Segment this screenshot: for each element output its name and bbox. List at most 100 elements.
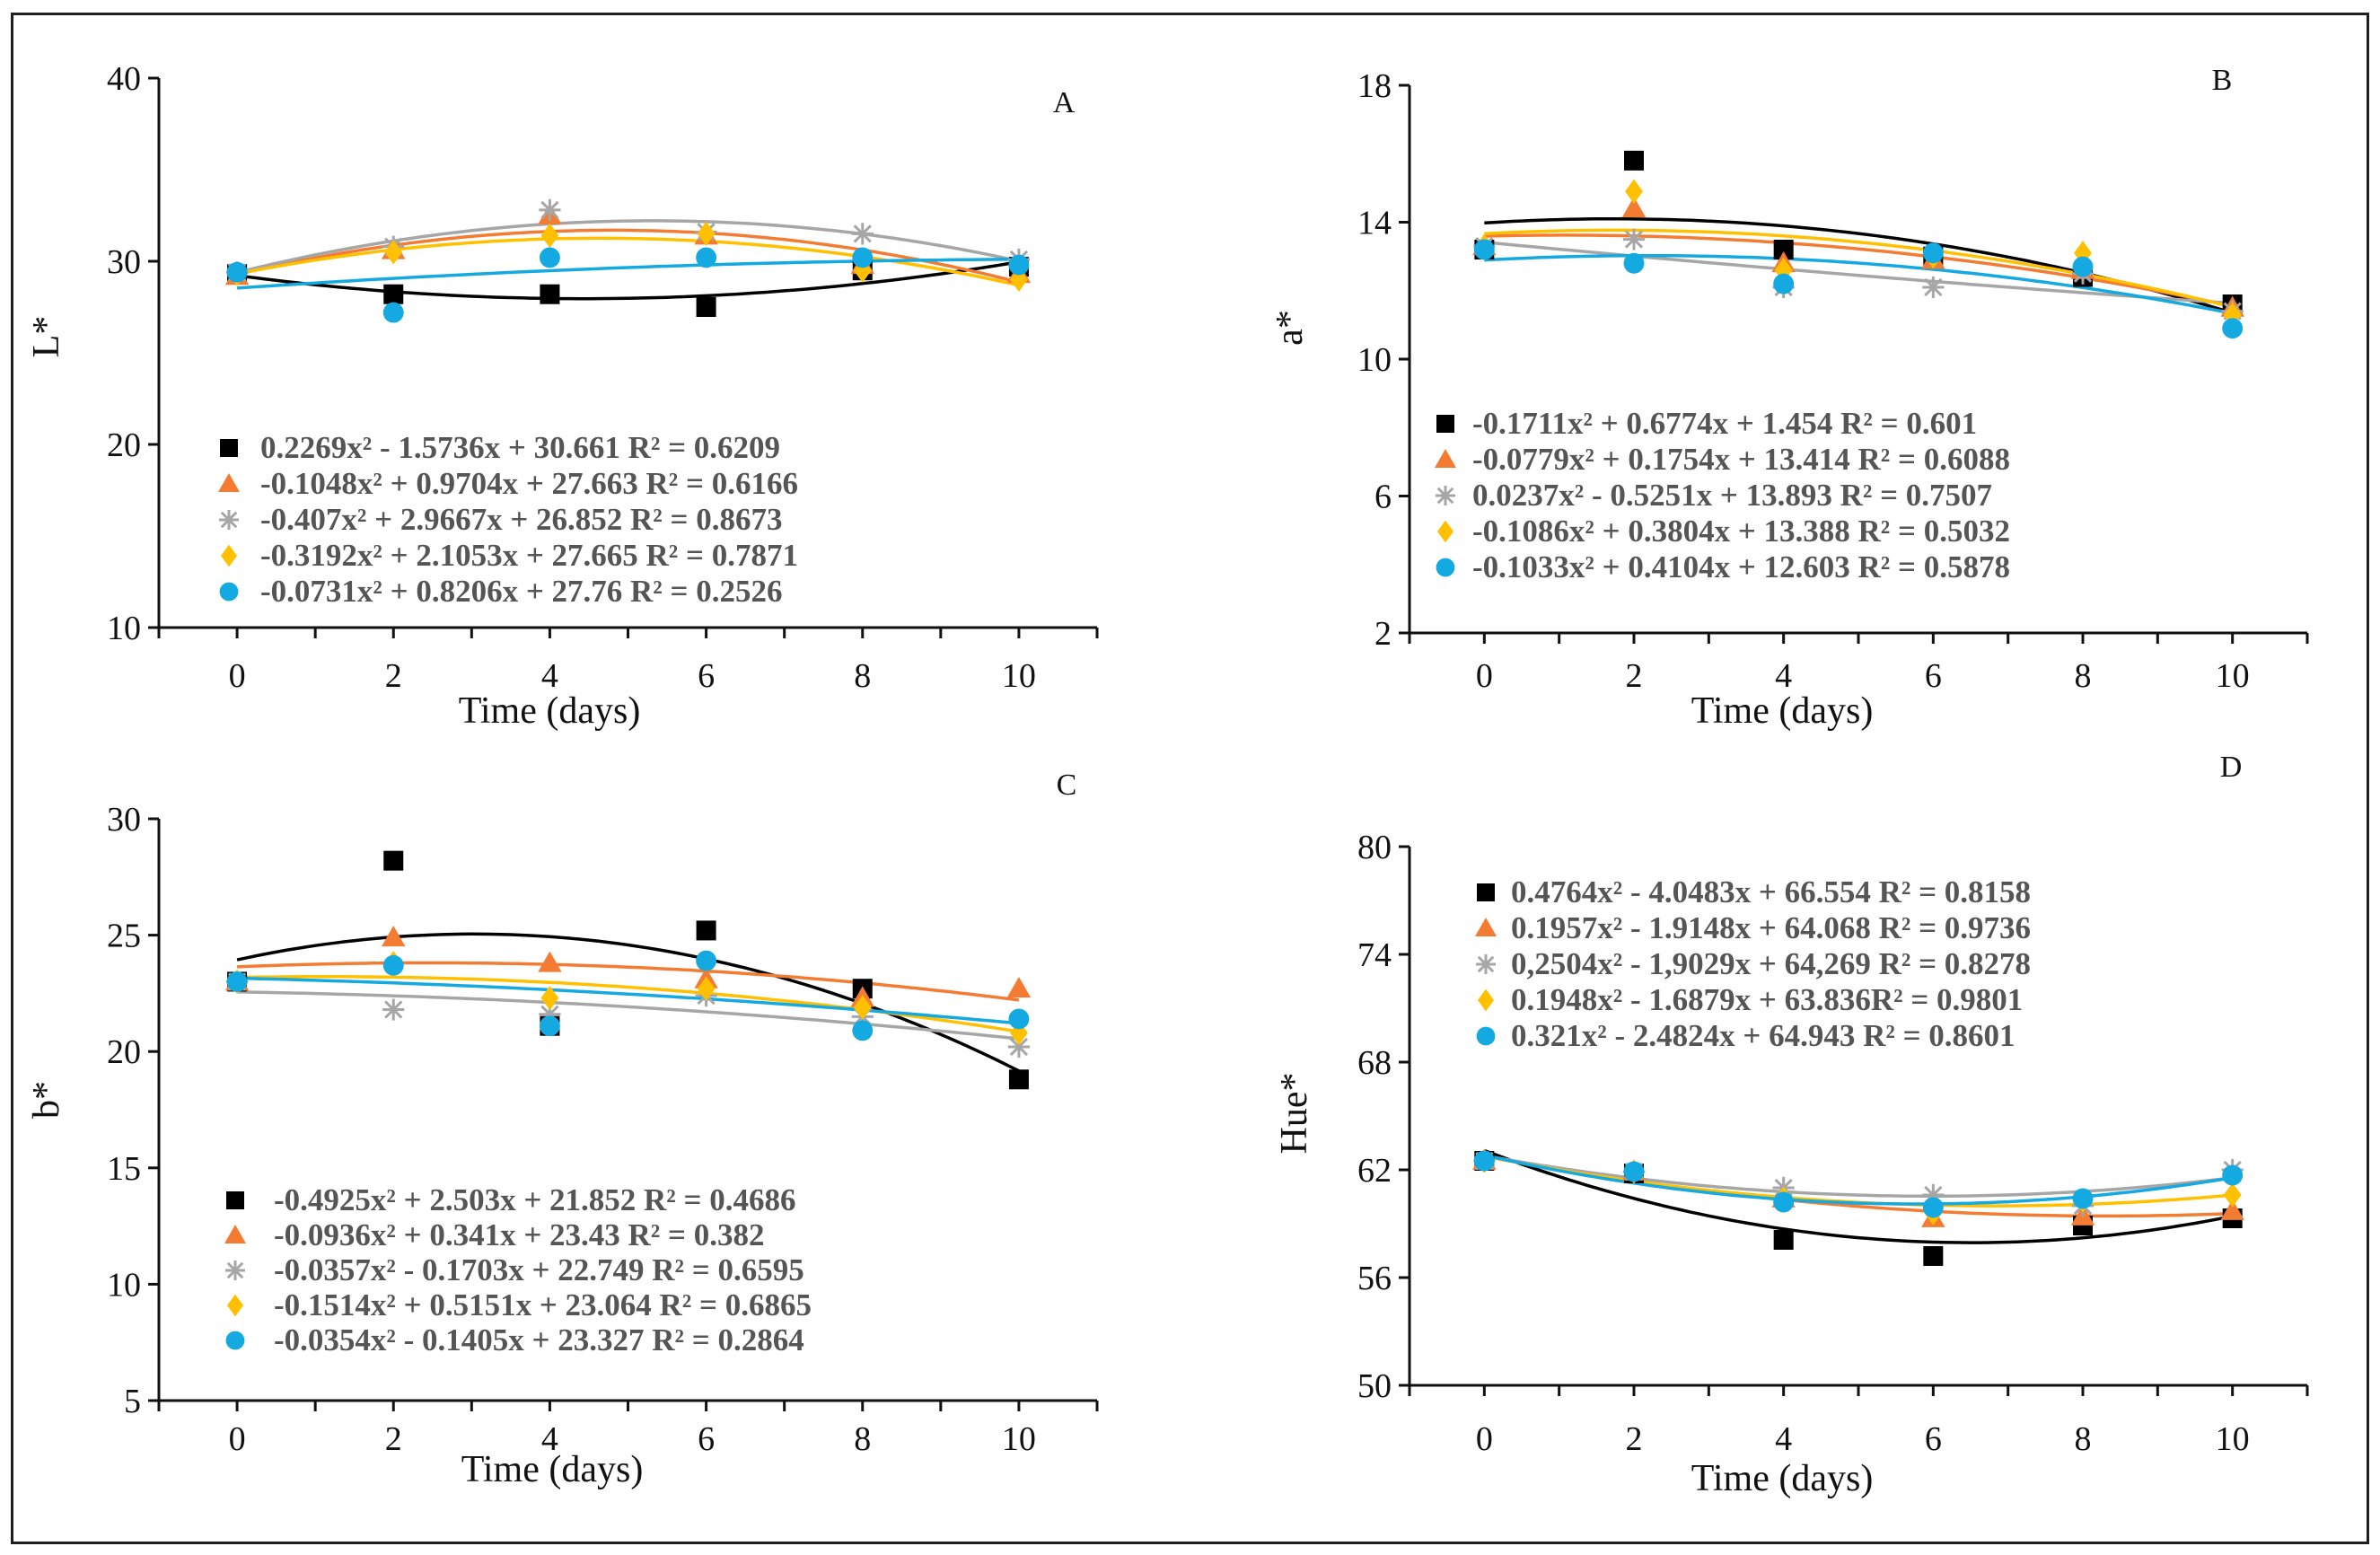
legend-equation: 0.0237x² - 0.5251x + 13.893 R² = 0.7507 xyxy=(1472,478,1992,513)
y-tick-label: 30 xyxy=(107,243,141,281)
data-point xyxy=(697,976,716,1001)
data-point xyxy=(1773,1191,1795,1213)
trend-line-5 xyxy=(236,258,1019,290)
trend-line-5 xyxy=(1484,253,2234,315)
data-point xyxy=(539,1015,560,1037)
data-point xyxy=(1922,276,1945,299)
x-tick-label: 6 xyxy=(1925,1420,1942,1458)
legend-equation: -0.1086x² + 0.3804x + 13.388 R² = 0.5032 xyxy=(1472,514,2010,549)
trend-line-3 xyxy=(1483,1154,2233,1199)
data-point xyxy=(1008,1069,1029,1090)
trend-line-2 xyxy=(1484,233,2234,308)
legend-marker xyxy=(1437,520,1453,543)
data-point xyxy=(384,240,403,265)
data-point xyxy=(1473,239,1495,260)
chart-c: 5 10 15 20 25 30 0 2 4 6 8 10 Time (days) b* C -0.4925x… xyxy=(26,769,1099,1490)
data-point xyxy=(539,1003,561,1025)
x-tick-label: 8 xyxy=(2075,657,2092,695)
legend-equation: -0.3192x² + 2.1053x + 27.665 R² = 0.7871 xyxy=(260,538,798,573)
data-point xyxy=(2222,1164,2244,1186)
panel-label: D xyxy=(2220,751,2243,784)
data-point xyxy=(1625,179,1643,204)
x-tick-label: 2 xyxy=(385,657,402,695)
trend-line-3 xyxy=(1484,240,2233,305)
trend-line-2 xyxy=(236,228,1020,285)
y-tick-label: 40 xyxy=(107,60,141,98)
data-point xyxy=(851,223,874,245)
x-tick-label: 0 xyxy=(229,657,246,695)
x-tick-label: 10 xyxy=(2216,1420,2250,1458)
y-tick-label: 5 xyxy=(124,1383,141,1420)
x-tick-label: 10 xyxy=(1002,657,1036,695)
legend-marker xyxy=(219,582,239,602)
data-point xyxy=(852,1020,874,1041)
legend-marker xyxy=(226,1191,244,1209)
y-tick-label: 50 xyxy=(1357,1367,1392,1405)
x-tick-label: 4 xyxy=(1775,1420,1792,1458)
legend-marker xyxy=(219,510,239,530)
x-tick-label: 6 xyxy=(1925,657,1942,695)
x-tick-label: 8 xyxy=(854,1420,871,1458)
data-point xyxy=(383,284,404,304)
data-point xyxy=(1624,150,1644,171)
x-tick-label: 8 xyxy=(854,657,871,695)
y-tick-label: 80 xyxy=(1357,829,1392,866)
y-tick-label: 68 xyxy=(1357,1044,1392,1082)
data-point xyxy=(1623,252,1645,274)
y-tick-label: 6 xyxy=(1374,479,1392,516)
legend-equation: 0,2504x² - 1,9029x + 64,269 R² = 0.8278 xyxy=(1511,946,2031,981)
data-point xyxy=(1773,273,1795,294)
data-point xyxy=(1008,1008,1030,1030)
y-tick-label: 14 xyxy=(1357,205,1392,242)
trend-line-4 xyxy=(1483,1155,2233,1208)
trend-line-5 xyxy=(237,976,1020,1025)
y-axis-title: Hue* xyxy=(1274,1073,1315,1155)
legend-marker xyxy=(225,1261,245,1280)
legend-marker xyxy=(1435,449,1456,468)
data-point xyxy=(382,302,404,323)
trend-line-2 xyxy=(237,961,1020,1002)
data-point xyxy=(539,198,561,221)
legend-equation: -0.0936x² + 0.341x + 23.43 R² = 0.382 xyxy=(274,1217,765,1252)
x-tick-label: 4 xyxy=(541,657,558,695)
data-point xyxy=(1622,228,1646,250)
legend-equation: 0.4764x² - 4.0483x + 66.554 R² = 0.8158 xyxy=(1511,874,2031,909)
x-tick-label: 0 xyxy=(1476,1420,1493,1458)
data-point xyxy=(383,850,404,871)
chart-b: 2 6 10 14 18 0 2 4 6 8 10 Time (days) a* B -0.1711x² +… xyxy=(1269,64,2309,732)
x-tick-label: 0 xyxy=(229,1420,246,1458)
legend-equation: -0.1048x² + 0.9704x + 27.663 R² = 0.6166 xyxy=(260,466,798,501)
legend-equation: -0.0354x² - 0.1405x + 23.327 R² = 0.2864 xyxy=(274,1322,804,1357)
trend-line-3 xyxy=(237,990,1020,1041)
y-tick-label: 30 xyxy=(107,801,141,839)
y-tick-label: 2 xyxy=(1374,615,1392,653)
y-tick-label: 18 xyxy=(1357,67,1392,105)
x-tick-label: 10 xyxy=(1002,1420,1036,1458)
legend-equation: -0.407x² + 2.9667x + 26.852 R² = 0.8673 xyxy=(260,502,783,537)
x-axis-title: Time (days) xyxy=(461,1449,644,1490)
legend-marker xyxy=(1476,1026,1496,1046)
data-point xyxy=(539,247,560,268)
data-point xyxy=(2220,1199,2244,1220)
trend-line-3 xyxy=(236,219,1020,275)
y-tick-label: 20 xyxy=(107,1033,141,1071)
y-tick-label: 10 xyxy=(1357,341,1392,379)
x-axis-title: Time (days) xyxy=(1691,690,1874,732)
trend-line-4 xyxy=(237,975,1020,1033)
data-point xyxy=(1922,1197,1944,1218)
x-tick-label: 2 xyxy=(385,1420,402,1458)
x-tick-label: 0 xyxy=(1476,657,1493,695)
x-tick-label: 10 xyxy=(2216,657,2250,695)
legend-marker xyxy=(225,1331,245,1350)
panel-label: A xyxy=(1053,86,1076,119)
data-point xyxy=(1621,197,1647,218)
trend-line-2 xyxy=(1483,1154,2233,1218)
y-tick-label: 56 xyxy=(1357,1260,1392,1297)
legend-marker xyxy=(1476,954,1496,974)
data-point xyxy=(1773,1230,1794,1250)
data-point xyxy=(1006,977,1032,998)
data-point xyxy=(696,920,716,941)
